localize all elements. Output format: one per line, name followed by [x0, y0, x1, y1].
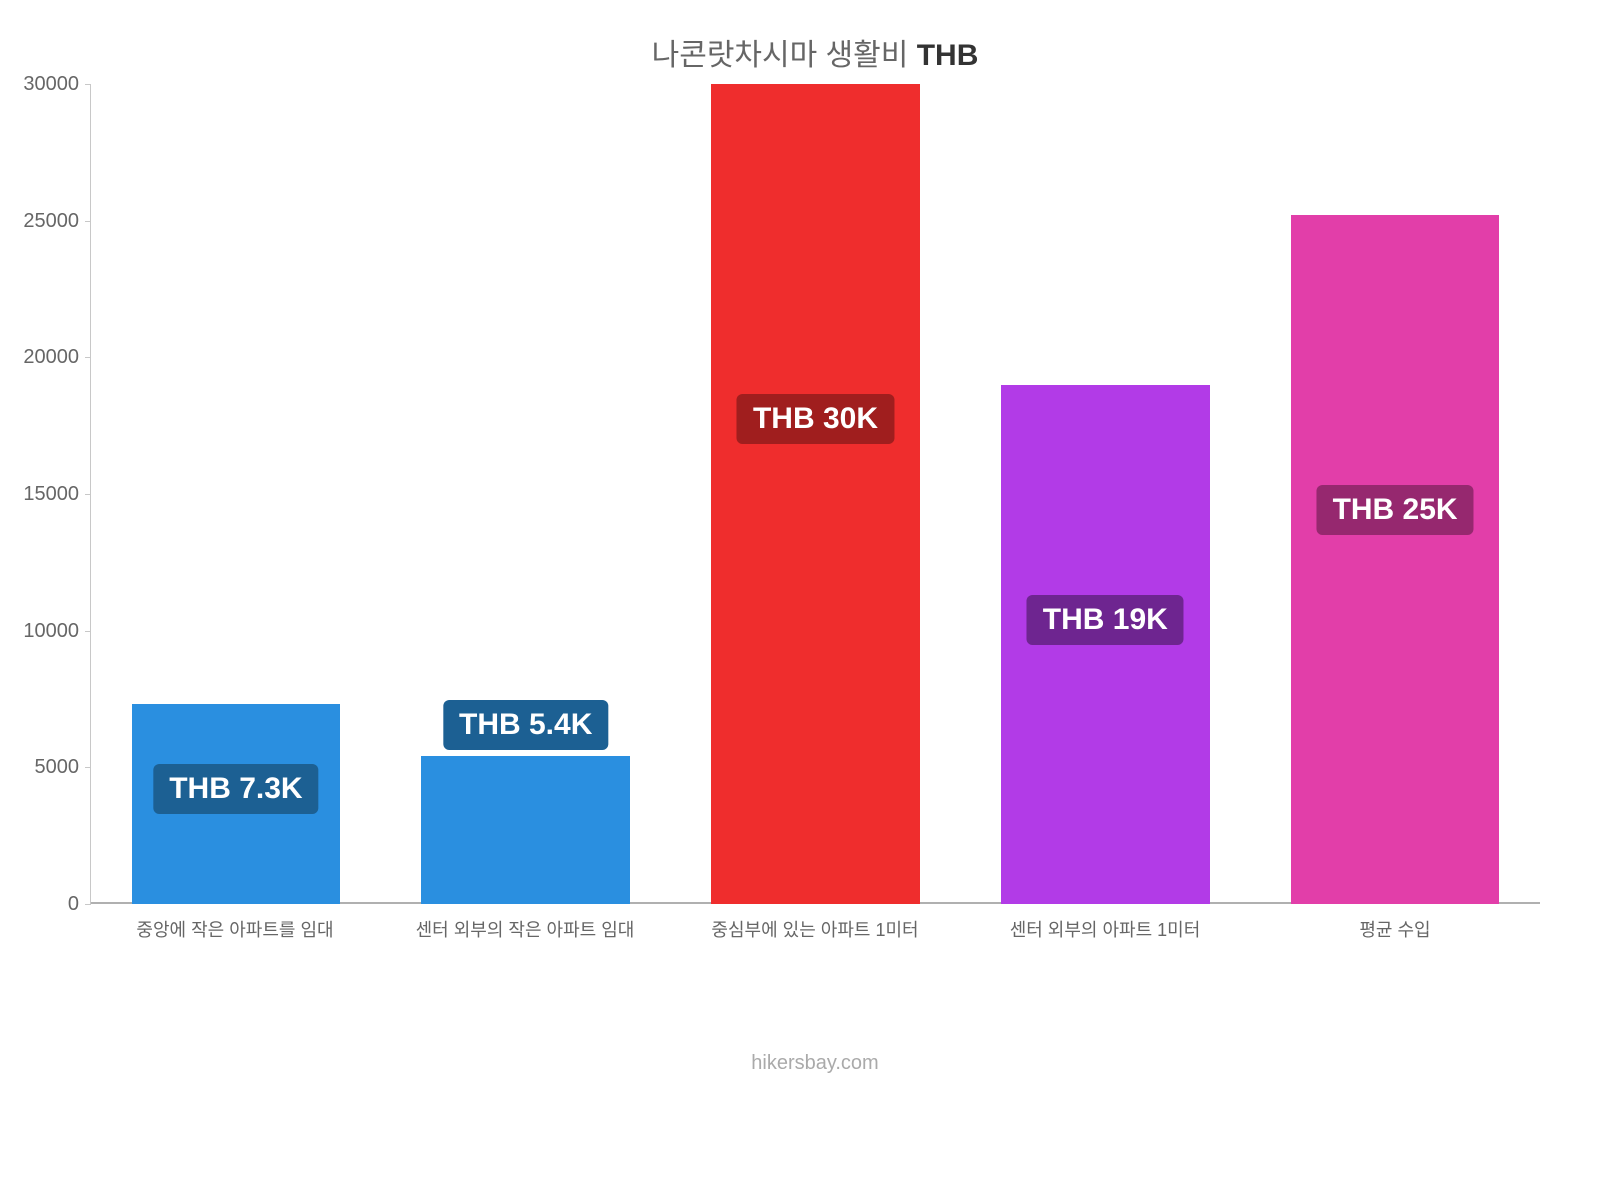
- bar: THB 19K: [1001, 385, 1210, 904]
- bar-slot: THB 19K: [960, 84, 1250, 904]
- y-tick-label: 30000: [23, 73, 79, 96]
- bar-slot: THB 5.4K: [381, 84, 671, 904]
- footer-credit: hikersbay.com: [90, 1052, 1540, 1075]
- x-axis-label: 센터 외부의 아파트 1미터: [960, 916, 1250, 942]
- value-badge: THB 25K: [1317, 485, 1474, 535]
- x-axis-label: 센터 외부의 작은 아파트 임대: [380, 916, 670, 942]
- bars-group: THB 7.3K THB 5.4K THB 30K THB 19K THB 25K: [91, 84, 1540, 904]
- bar: THB 5.4K: [421, 756, 630, 904]
- title-bold: THB: [917, 39, 979, 72]
- x-axis-label: 중심부에 있는 아파트 1미터: [670, 916, 960, 942]
- y-tick-label: 25000: [23, 210, 79, 233]
- x-axis-labels: 중앙에 작은 아파트를 임대센터 외부의 작은 아파트 임대중심부에 있는 아파…: [90, 916, 1540, 942]
- y-tick-label: 15000: [23, 483, 79, 506]
- value-badge: THB 19K: [1027, 595, 1184, 645]
- x-axis-label: 중앙에 작은 아파트를 임대: [90, 916, 380, 942]
- y-tick: 30000: [85, 84, 91, 85]
- bar-slot: THB 25K: [1250, 84, 1540, 904]
- bar: THB 30K: [711, 84, 920, 904]
- value-badge: THB 5.4K: [443, 700, 608, 750]
- bar-slot: THB 7.3K: [91, 84, 381, 904]
- y-tick: 20000: [85, 357, 91, 358]
- y-tick-label: 20000: [23, 346, 79, 369]
- y-tick: 0: [85, 904, 91, 905]
- y-tick: 25000: [85, 221, 91, 222]
- title-normal: 나콘랏차시마 생활비: [652, 39, 917, 72]
- y-tick: 10000: [85, 631, 91, 632]
- y-tick: 15000: [85, 494, 91, 495]
- chart-container: 나콘랏차시마 생활비 THB THB 7.3KTHB 5.4KTHB 30KTH…: [0, 0, 1600, 1200]
- bar: THB 25K: [1291, 215, 1500, 904]
- y-tick-label: 0: [68, 893, 79, 916]
- value-badge: THB 7.3K: [153, 764, 318, 814]
- y-tick: 5000: [85, 767, 91, 768]
- chart-title: 나콘랏차시마 생활비 THB: [90, 30, 1540, 74]
- plot-area: THB 7.3KTHB 5.4KTHB 30KTHB 19KTHB 25K 05…: [90, 84, 1540, 904]
- bar: THB 7.3K: [132, 704, 341, 904]
- value-badge: THB 30K: [737, 394, 894, 444]
- bar-slot: THB 30K: [671, 84, 961, 904]
- y-tick-label: 5000: [35, 756, 80, 779]
- y-tick-label: 10000: [23, 620, 79, 643]
- x-axis-label: 평균 수입: [1250, 916, 1540, 942]
